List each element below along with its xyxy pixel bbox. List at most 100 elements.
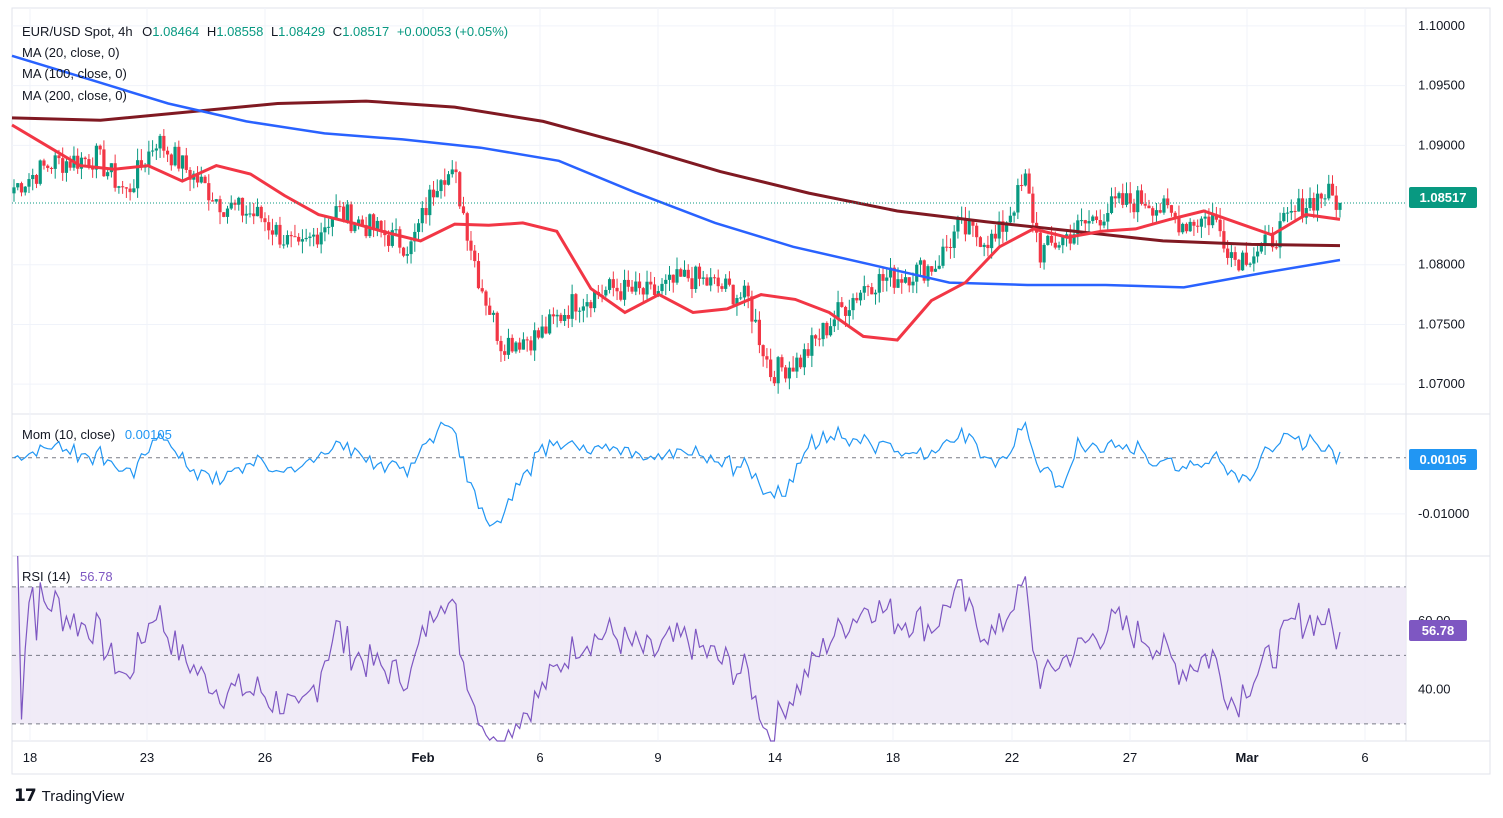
candle-body [1001, 221, 1005, 232]
candle-body [1270, 232, 1275, 248]
candle-body [334, 206, 338, 218]
candle-body [319, 232, 323, 245]
candle-body [1094, 216, 1099, 221]
candle-body [222, 212, 226, 217]
mom-tag: 0.00105 [1409, 449, 1477, 470]
candle-body [282, 244, 286, 246]
rsi-legend[interactable]: RSI (14) 56.78 [22, 569, 113, 584]
candle-body [761, 345, 765, 357]
candle-body [165, 150, 170, 155]
candle-body [604, 289, 608, 296]
candle-body [551, 314, 555, 317]
candle-body [49, 167, 54, 169]
candle-body [832, 319, 836, 327]
candle-body [813, 335, 818, 339]
candle-body [454, 169, 458, 173]
candle-body [428, 189, 432, 216]
candle-body [169, 154, 173, 166]
ma20-line [11, 123, 1341, 342]
mom-legend[interactable]: Mom (10, close) 0.00105 [22, 427, 172, 442]
candle-body [570, 294, 574, 319]
candle-body [720, 286, 724, 289]
candle-body [1207, 216, 1211, 226]
candle-body [12, 187, 16, 194]
candle-body [327, 226, 331, 228]
candle-body [1053, 242, 1057, 248]
candle-body [885, 277, 889, 281]
candle-body [1049, 235, 1054, 243]
candle-body [19, 183, 24, 193]
candle-body [971, 220, 975, 226]
time-tick-label: 6 [1361, 750, 1368, 765]
candle-body [42, 160, 46, 166]
candle-body [817, 338, 821, 340]
ma100-legend[interactable]: MA (100, close, 0) [22, 66, 127, 81]
candle-body [210, 200, 215, 202]
ma200-line [11, 99, 1341, 248]
candle-body [735, 298, 739, 305]
candle-body [229, 202, 233, 209]
candle-body [416, 223, 421, 232]
candle-body [87, 159, 91, 167]
candle-body [836, 302, 840, 320]
price-tag: 1.08517 [1409, 187, 1477, 208]
candle-body [855, 297, 859, 301]
ma200-legend[interactable]: MA (200, close, 0) [22, 88, 127, 103]
candle-body [274, 224, 278, 235]
candle-body [622, 279, 627, 300]
close-prefix: C [332, 24, 343, 39]
rsi-value: 56.78 [80, 569, 113, 584]
candle-body [53, 155, 57, 169]
low-prefix: L [270, 24, 279, 39]
horizontal-gridlines [12, 25, 1406, 515]
candle-body [739, 297, 743, 299]
candle-body [338, 206, 342, 208]
time-tick-label: 26 [258, 750, 272, 765]
candle-body [1121, 193, 1125, 205]
candle-body [754, 319, 758, 322]
candle-body [446, 174, 451, 185]
candle-body [233, 202, 237, 205]
candle-body [1113, 196, 1117, 199]
candle-body [900, 279, 904, 283]
candle-body [555, 314, 559, 317]
candle-body [518, 342, 522, 350]
candle-body [641, 288, 645, 295]
candle-body [315, 234, 320, 245]
candle-body [83, 157, 87, 160]
candle-body [769, 359, 773, 378]
candle-body [308, 236, 312, 238]
candle-body [375, 220, 379, 231]
candle-body [791, 367, 795, 372]
candle-body [592, 291, 597, 309]
candle-body [1282, 212, 1286, 222]
candle-body [23, 186, 27, 193]
price-tick-label: 1.07000 [1418, 376, 1465, 391]
candle-body [750, 296, 754, 322]
candle-body [342, 206, 346, 221]
ma20-legend[interactable]: MA (20, close, 0) [22, 45, 120, 60]
candle-body [671, 274, 675, 283]
candle-body [952, 231, 956, 248]
candle-body [1323, 198, 1327, 200]
candle-body [911, 281, 915, 286]
candle-body [1319, 193, 1323, 199]
candle-body [682, 269, 687, 277]
candle-body [1214, 214, 1218, 220]
candle-body [259, 206, 263, 219]
candle-body [945, 246, 949, 248]
y-axis-labels: 1.10000 1.09500 1.09000 1.08000 1.07500 1.070… [1418, 18, 1469, 697]
price-tick-label: 1.08000 [1418, 257, 1465, 272]
candle-body [173, 146, 177, 166]
candle-body [712, 277, 717, 279]
candle-body [574, 294, 578, 312]
candle-body [840, 302, 844, 307]
tradingview-brand[interactable]: 𝟭𝟳 TradingView [14, 786, 124, 806]
candle-body [1211, 214, 1215, 226]
candle-body [903, 277, 908, 283]
candle-body [858, 292, 863, 301]
candle-body [409, 241, 413, 255]
high-value: 1.08558 [216, 24, 264, 39]
candle-body [922, 260, 926, 281]
